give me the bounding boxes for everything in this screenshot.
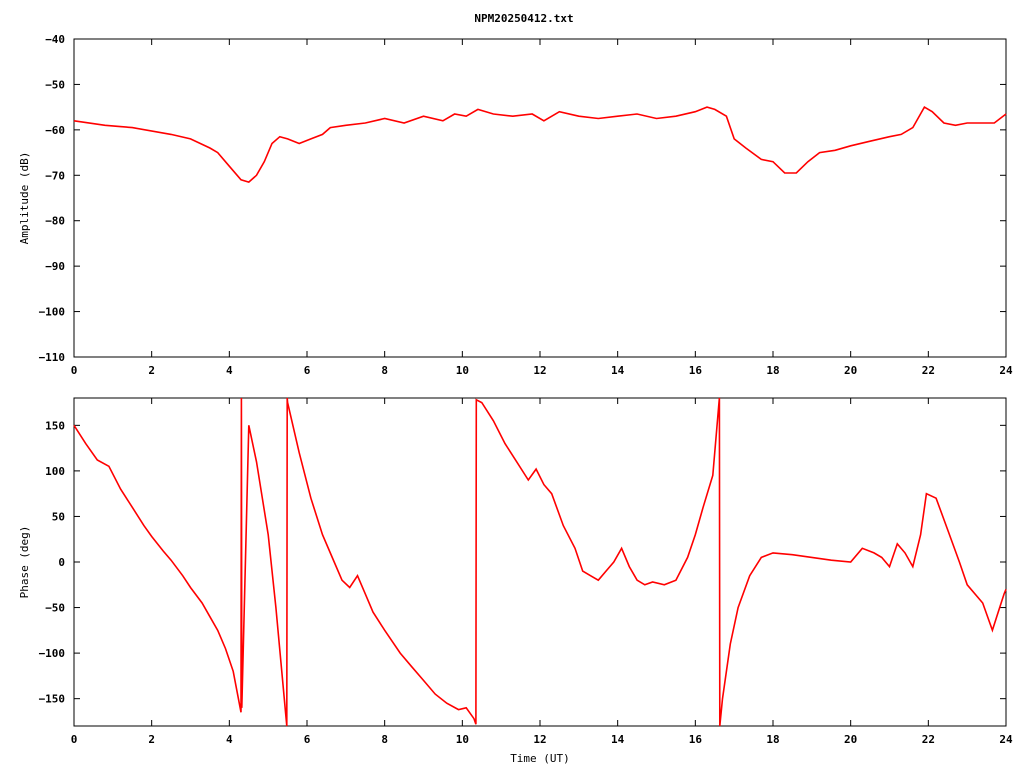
amplitude-x-tick-label: 24 bbox=[999, 364, 1013, 377]
phase-x-tick-label: 6 bbox=[304, 733, 311, 746]
phase-series-line bbox=[73, 397, 1007, 727]
phase-x-tick-label: 12 bbox=[533, 733, 546, 746]
phase-x-tick-label: 16 bbox=[689, 733, 703, 746]
phase-x-tick-label: 0 bbox=[71, 733, 78, 746]
amplitude-x-tick-label: 14 bbox=[611, 364, 625, 377]
amplitude-series-line bbox=[73, 105, 1007, 183]
amplitude-y-tick-label: −70 bbox=[45, 169, 65, 182]
amplitude-panel: 0 2 4 6 8 10 12 14 16 18 20 22 24−40−50−60−70−80−90−… bbox=[18, 33, 1013, 377]
phase-y-tick-label: −100 bbox=[39, 647, 66, 660]
phase-y-tick-label: 150 bbox=[45, 419, 65, 432]
amplitude-y-tick-label: −50 bbox=[45, 78, 65, 91]
phase-x-tick-label: 20 bbox=[844, 733, 857, 746]
amplitude-y-tick-label: −100 bbox=[39, 306, 66, 319]
amplitude-tick-labels: 0 2 4 6 8 10 12 14 16 18 20 22 24−40−50−60−70−80−90−… bbox=[39, 33, 1013, 377]
amplitude-x-tick-label: 8 bbox=[381, 364, 388, 377]
amplitude-x-tick-label: 22 bbox=[922, 364, 935, 377]
phase-panel: 0 2 4 6 8 10 12 14 16 18 20 22 24150100500−50−100−15… bbox=[18, 397, 1013, 765]
amplitude-x-tick-label: 10 bbox=[456, 364, 469, 377]
phase-x-tick-label: 14 bbox=[611, 733, 625, 746]
phase-x-tick-label: 8 bbox=[381, 733, 388, 746]
amplitude-x-tick-label: 6 bbox=[304, 364, 311, 377]
phase-y-tick-label: 100 bbox=[45, 465, 65, 478]
phase-x-tick-label: 4 bbox=[226, 733, 233, 746]
amplitude-x-tick-label: 16 bbox=[689, 364, 703, 377]
amplitude-ticks bbox=[73, 38, 1007, 358]
phase-y-tick-label: 50 bbox=[52, 510, 65, 523]
chart-title: NPM20250412.txt bbox=[474, 12, 573, 25]
amplitude-x-tick-label: 18 bbox=[766, 364, 779, 377]
amplitude-x-tick-label: 20 bbox=[844, 364, 857, 377]
amplitude-y-tick-label: −40 bbox=[45, 33, 65, 46]
amplitude-y-tick-label: −80 bbox=[45, 215, 65, 228]
amplitude-y-axis-label: Amplitude (dB) bbox=[18, 152, 31, 245]
amplitude-x-tick-label: 0 bbox=[71, 364, 78, 377]
phase-x-tick-label: 24 bbox=[999, 733, 1013, 746]
amplitude-x-tick-label: 2 bbox=[148, 364, 155, 377]
phase-tick-labels: 0 2 4 6 8 10 12 14 16 18 20 22 24150100500−50−100−15… bbox=[39, 419, 1013, 746]
phase-y-axis-label: Phase (deg) bbox=[18, 526, 31, 599]
phase-x-tick-label: 2 bbox=[148, 733, 155, 746]
phase-y-tick-label: 0 bbox=[58, 556, 65, 569]
amplitude-x-tick-label: 4 bbox=[226, 364, 233, 377]
phase-x-tick-label: 18 bbox=[766, 733, 779, 746]
amplitude-y-tick-label: −110 bbox=[39, 351, 66, 364]
amplitude-y-tick-label: −60 bbox=[45, 124, 65, 137]
phase-ticks bbox=[73, 398, 1007, 726]
phase-x-axis-label: Time (UT) bbox=[510, 752, 570, 765]
phase-y-tick-label: −50 bbox=[45, 602, 65, 615]
amplitude-x-tick-label: 12 bbox=[533, 364, 546, 377]
phase-x-tick-label: 10 bbox=[456, 733, 469, 746]
phase-x-tick-label: 22 bbox=[922, 733, 935, 746]
phase-y-tick-label: −150 bbox=[39, 693, 66, 706]
amplitude-y-tick-label: −90 bbox=[45, 260, 65, 273]
